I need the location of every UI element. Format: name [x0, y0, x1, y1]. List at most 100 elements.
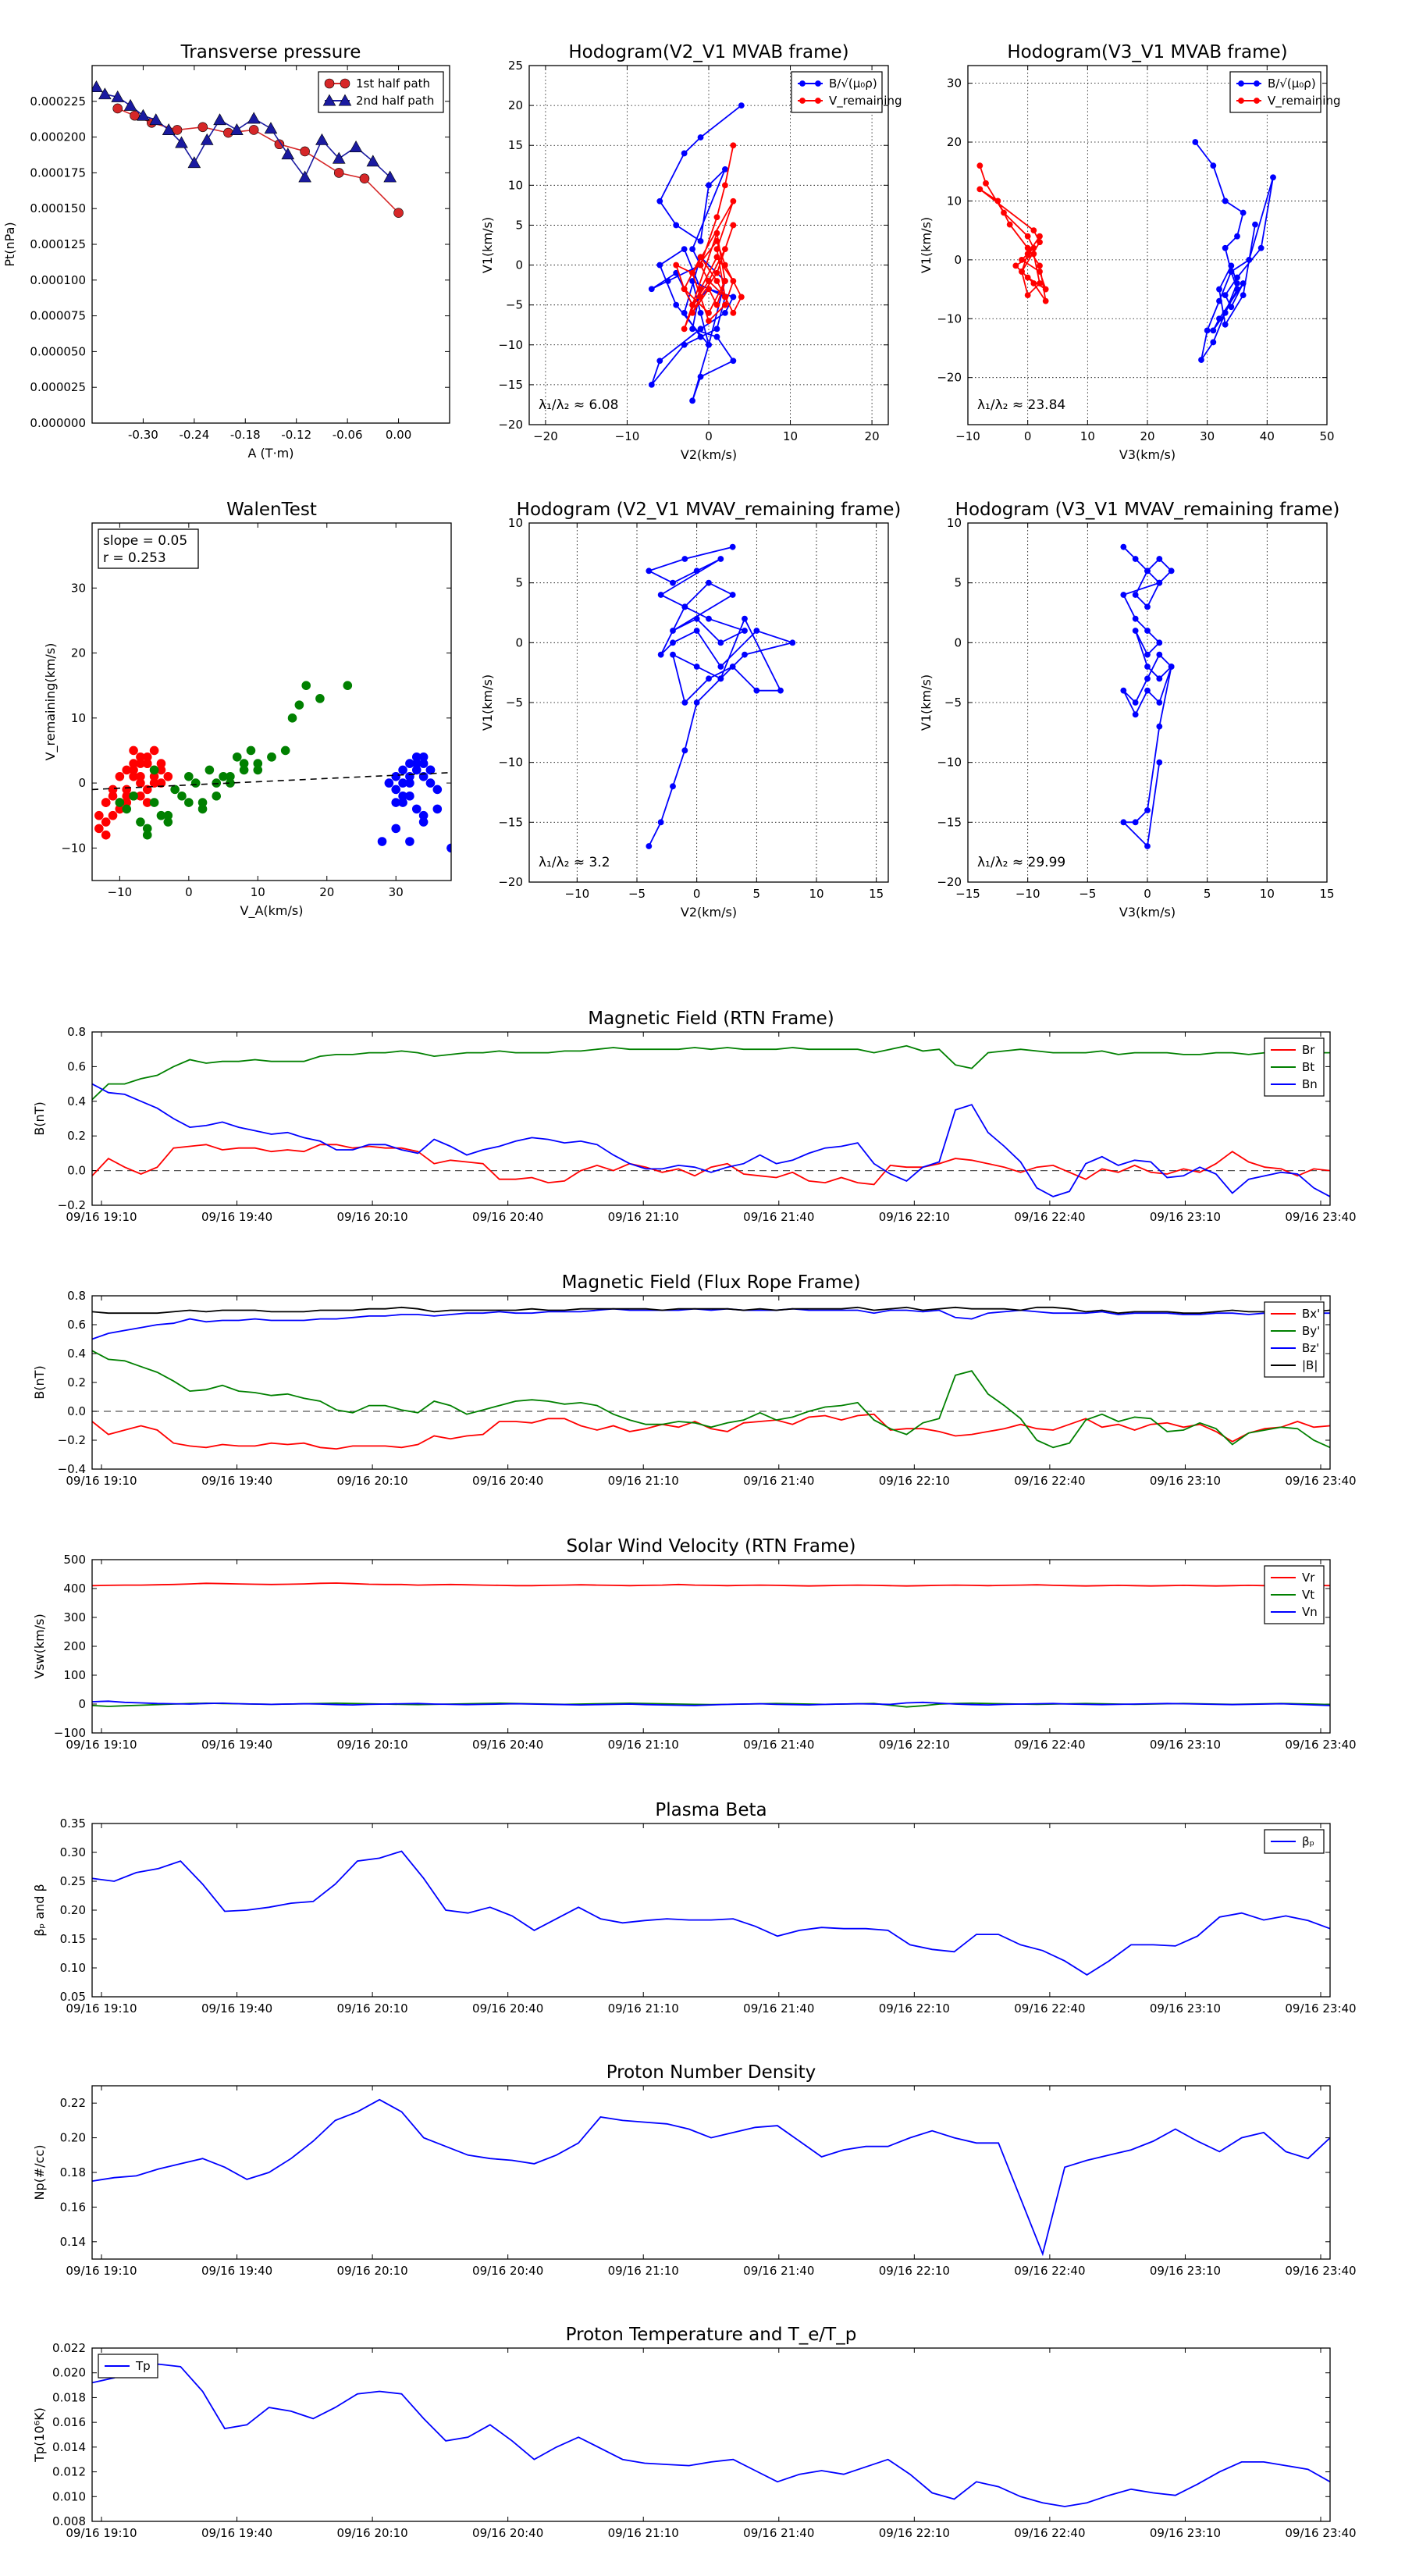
data-point: [1216, 286, 1222, 293]
data-point: [664, 278, 671, 284]
data-point: [1168, 664, 1175, 670]
y-tick-label: 30: [947, 76, 962, 91]
data-point: [366, 155, 380, 167]
x-tick-label: 0: [1024, 429, 1032, 443]
y-tick-label: 0.014: [52, 2440, 86, 2454]
y-tick-label: 0.14: [60, 2235, 86, 2249]
data-point: [184, 798, 194, 807]
data-point: [693, 699, 700, 706]
legend-label: V_remaining: [1268, 94, 1341, 109]
data-point: [815, 98, 821, 104]
y-axis-label: Pt(nPa): [2, 222, 17, 266]
data-point: [1144, 651, 1151, 658]
data-point: [1222, 292, 1229, 298]
legend-label: βₚ: [1302, 1834, 1314, 1848]
y-tick-label: −15: [498, 815, 523, 829]
y-axis-label: V_remaining(km/s): [43, 643, 59, 761]
x-tick-label: 20: [1140, 429, 1154, 443]
x-tick-label: 09/16 23:40: [1285, 1738, 1356, 1752]
y-tick-label: −100: [54, 1726, 86, 1740]
data-point: [697, 286, 704, 293]
data-point: [377, 837, 387, 846]
data-point: [1222, 244, 1229, 251]
data-point: [322, 94, 336, 106]
data-point: [1257, 244, 1264, 251]
x-tick-label: -0.30: [128, 428, 158, 442]
data-point: [156, 778, 166, 788]
legend-label: 2nd half path: [356, 94, 434, 108]
data-point: [1156, 675, 1163, 682]
x-tick-label: 09/16 19:10: [66, 1738, 137, 1752]
data-point: [405, 778, 414, 788]
series-line-|B|: [92, 1306, 1330, 1315]
data-point: [681, 556, 688, 562]
x-tick-label: 09/16 22:40: [1014, 1738, 1085, 1752]
x-tick-label: 09/16 19:40: [201, 1738, 272, 1752]
x-tick-label: -0.06: [333, 428, 363, 442]
x-tick-label: 40: [1260, 429, 1275, 443]
x-tick-label: 09/16 19:10: [66, 2264, 137, 2278]
data-point: [94, 824, 104, 834]
data-point: [697, 134, 704, 141]
x-tick-label: -0.18: [230, 428, 261, 442]
data-point: [730, 142, 737, 149]
data-point: [697, 373, 704, 380]
x-tick-label: 09/16 19:10: [66, 2526, 137, 2540]
data-point: [287, 713, 297, 723]
x-tick-label: 09/16 22:10: [879, 2001, 950, 2016]
data-point: [1254, 98, 1260, 104]
data-point: [815, 80, 821, 87]
y-axis-label: Vsw(km/s): [32, 1614, 47, 1678]
data-point: [1156, 651, 1163, 658]
data-point: [1132, 592, 1139, 598]
x-tick-label: 09/16 19:10: [66, 2001, 137, 2016]
data-point: [1132, 819, 1139, 826]
x-tick-label: 09/16 20:10: [336, 2001, 407, 2016]
legend-label: Bn: [1302, 1077, 1318, 1091]
data-point: [689, 326, 695, 333]
data-point: [1240, 209, 1247, 216]
y-tick-label: 0.20: [60, 1903, 86, 1917]
data-point: [1132, 615, 1139, 622]
data-point: [162, 123, 176, 135]
legend-label: Bt: [1302, 1060, 1314, 1074]
y-axis-label: Np(#/cc): [32, 2145, 47, 2201]
plasma-beta-chart: 09/16 19:10 09/16 19:40 09/16 20:10 09/16 2…: [32, 1800, 1357, 2016]
data-point: [706, 615, 712, 622]
x-tick-label: 20: [319, 885, 334, 899]
y-tick-label: −5: [506, 696, 523, 710]
y-tick-label: 0: [78, 776, 86, 790]
y-tick-label: 10: [947, 194, 962, 208]
y-tick-label: 0.000225: [30, 94, 86, 109]
data-point: [670, 651, 676, 658]
data-point: [648, 286, 655, 293]
data-point: [1132, 699, 1139, 706]
x-tick-label: 09/16 22:10: [879, 1474, 950, 1488]
x-tick-label: 09/16 19:40: [201, 2001, 272, 2016]
data-point: [246, 745, 256, 756]
data-point: [1222, 197, 1229, 205]
y-tick-label: 0.000200: [30, 130, 86, 144]
x-tick-label: 09/16 19:40: [201, 2264, 272, 2278]
data-point: [1144, 628, 1151, 634]
x-tick-label: 09/16 22:10: [879, 1738, 950, 1752]
y-tick-label: −0.2: [58, 1198, 86, 1212]
x-tick-label: 09/16 23:10: [1150, 1738, 1221, 1752]
data-point: [713, 237, 720, 244]
data-point: [693, 664, 700, 670]
y-tick-label: 20: [71, 646, 86, 660]
y-tick-label: 0.010: [52, 2489, 86, 2503]
data-point: [1156, 579, 1163, 586]
y-tick-label: 0.25: [60, 1874, 86, 1888]
series-line-Bz': [92, 1308, 1330, 1340]
x-tick-label: 0: [1144, 887, 1151, 901]
legend-label: |B|: [1302, 1358, 1318, 1372]
series-line-Bn: [92, 1083, 1330, 1197]
data-point: [713, 269, 720, 276]
data-point: [722, 294, 728, 301]
data-point: [697, 309, 704, 316]
x-tick-label: 09/16 23:40: [1285, 1474, 1356, 1488]
data-point: [432, 785, 443, 795]
y-tick-label: 0.8: [67, 1025, 86, 1039]
axes-frame: [91, 1295, 1331, 1470]
